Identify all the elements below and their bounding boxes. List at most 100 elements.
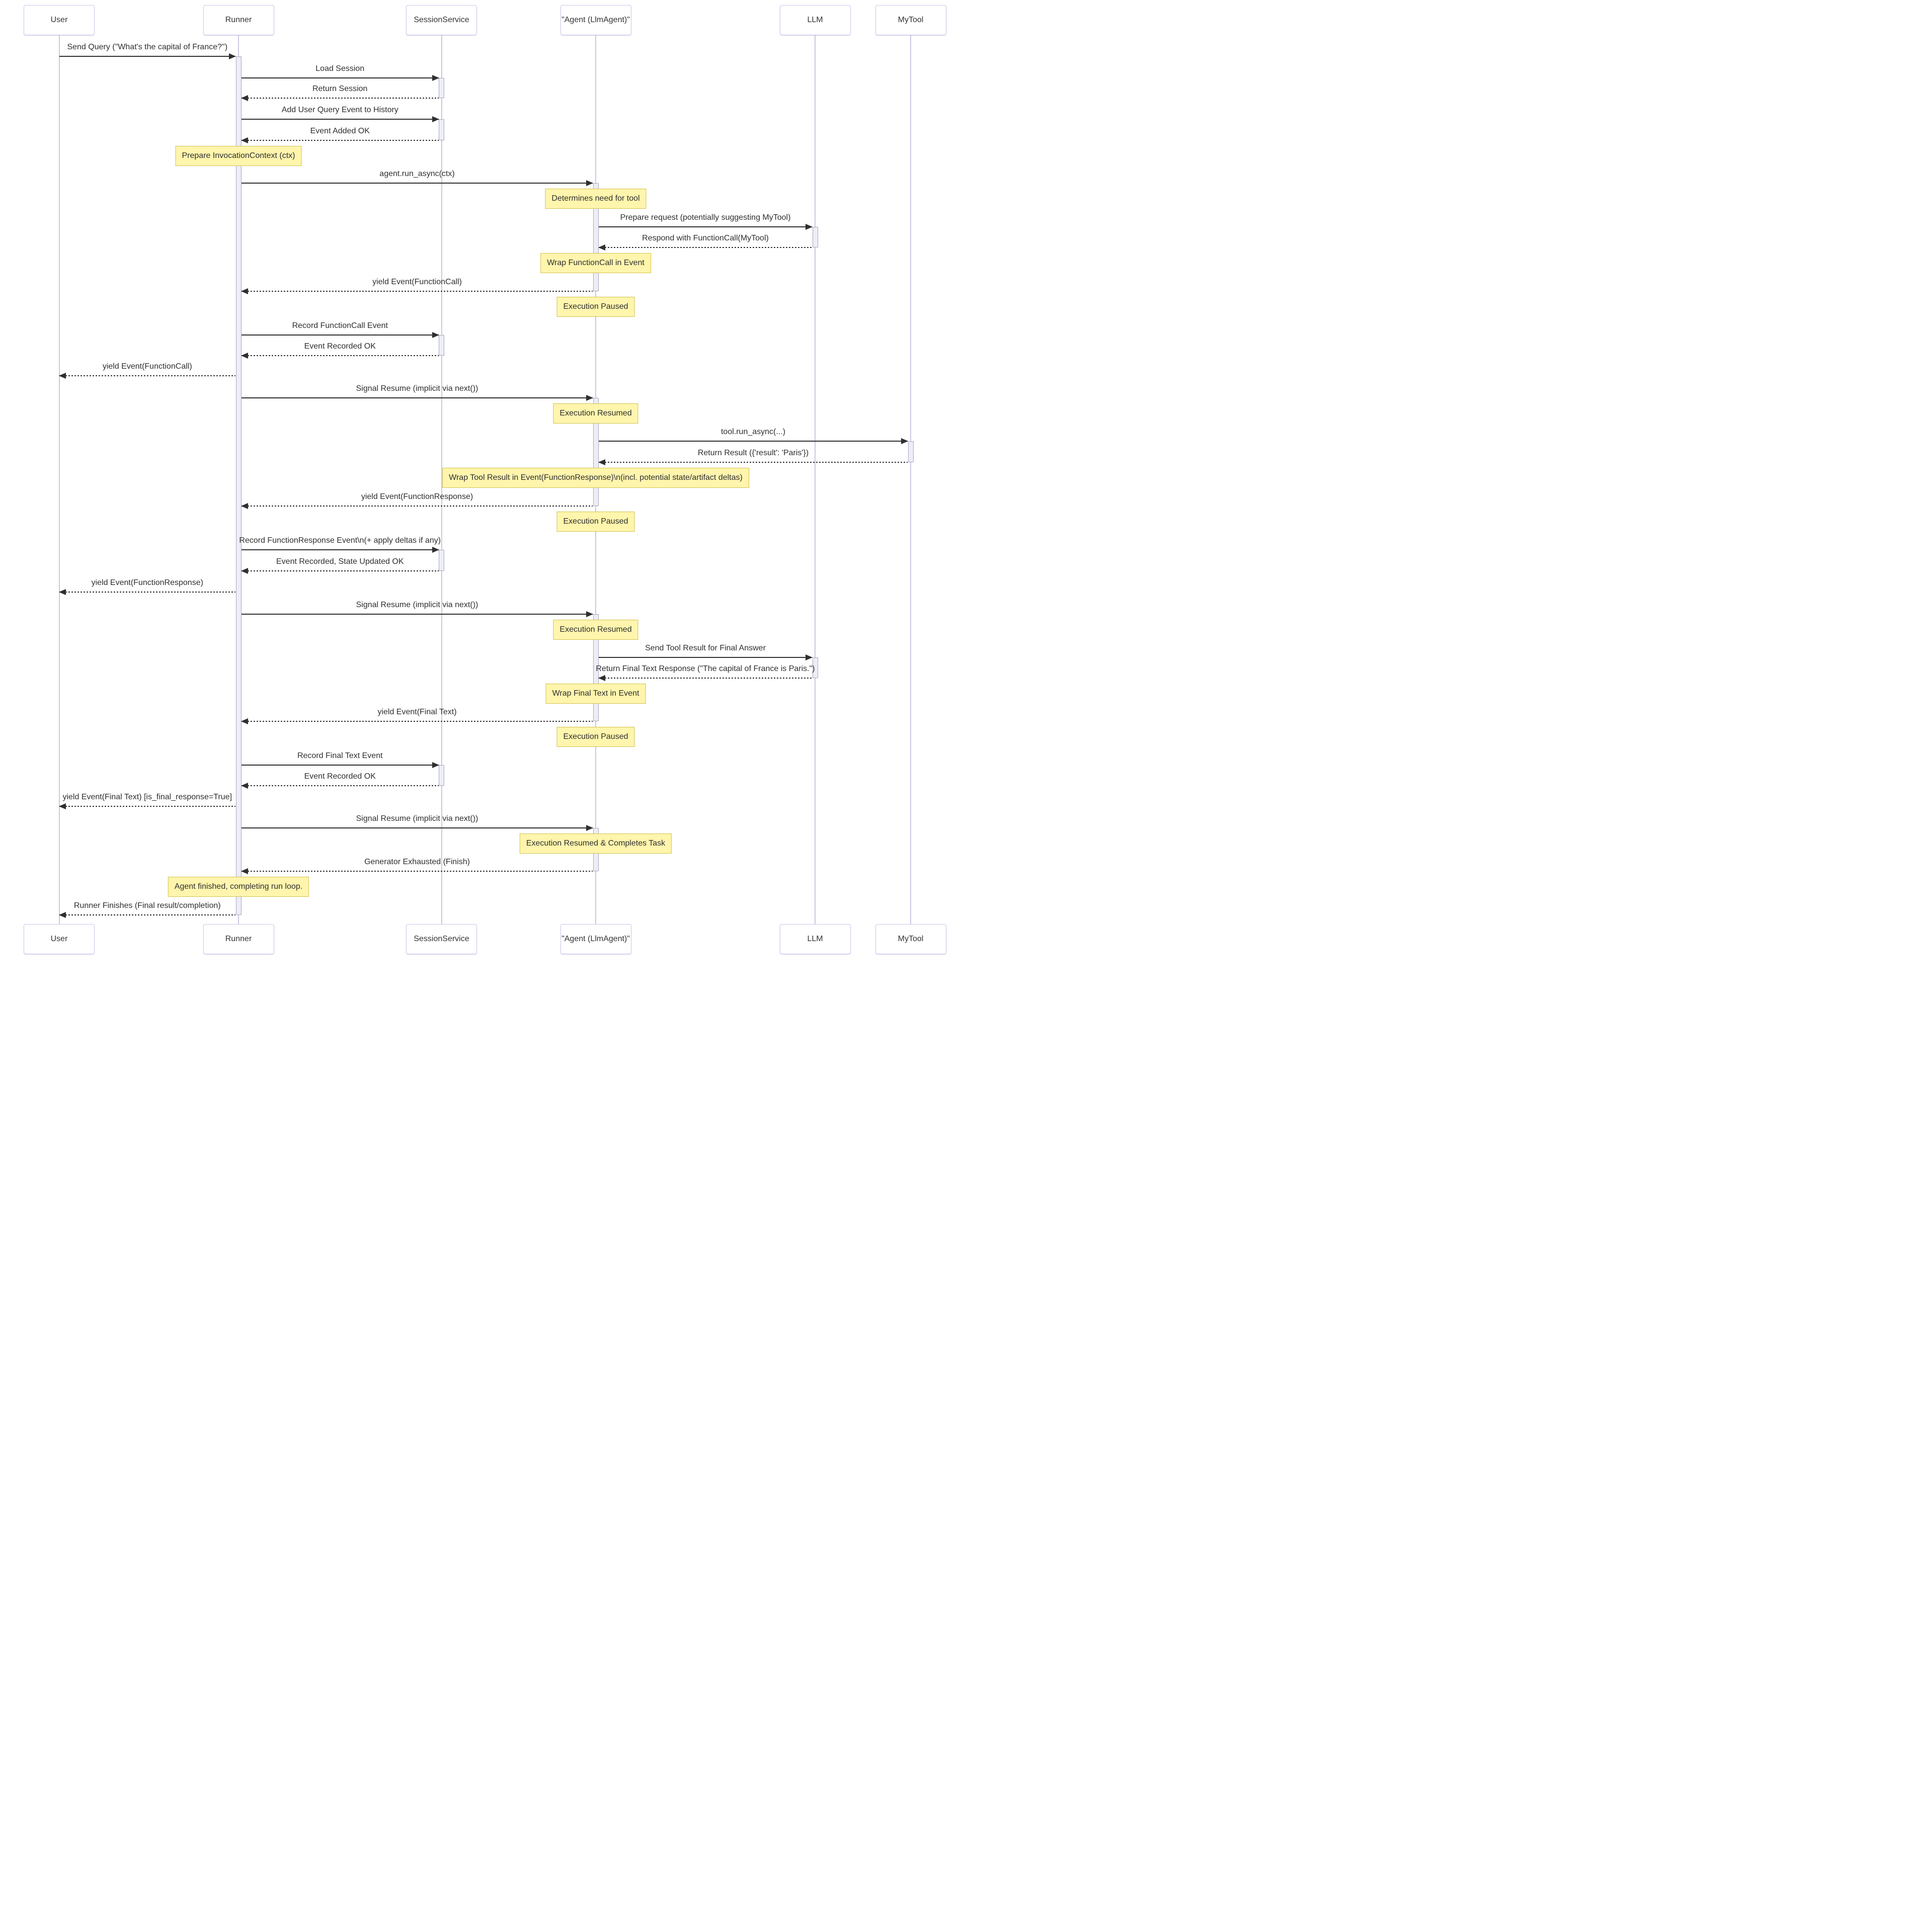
message-label: Respond with FunctionCall(MyTool) [642, 234, 769, 242]
message-arrowhead [241, 95, 248, 101]
participant-label: "Agent (LlmAgent)" [561, 935, 630, 943]
note: Wrap FunctionCall in Event [540, 253, 651, 273]
message-arrow [242, 870, 593, 872]
participant-label: "Agent (LlmAgent)" [561, 16, 630, 24]
message-label: yield Event(Final Text) [is_final_respon… [62, 793, 232, 801]
note: Execution Paused [556, 727, 635, 747]
message-label: Signal Resume (implicit via next()) [356, 601, 478, 609]
participant-label: MyTool [898, 935, 924, 943]
participant-top-box-mytool: MyTool [875, 5, 946, 35]
note: Execution Resumed & Completes Task [519, 833, 672, 854]
message-arrowhead [241, 568, 248, 574]
participant-top-box-runner: Runner [203, 5, 274, 35]
message-arrowhead [58, 373, 66, 379]
participant-bottom-box-llm: LLM [779, 924, 851, 954]
message-arrow [59, 914, 235, 915]
message-arrowhead [241, 352, 248, 359]
participant-label: SessionService [414, 16, 469, 24]
participant-top-box-agent: "Agent (LlmAgent)" [560, 5, 631, 35]
message-arrowhead [241, 503, 248, 509]
participant-label: User [50, 935, 68, 943]
activation-bar-llm [812, 657, 818, 678]
message-label: Event Recorded OK [304, 772, 376, 781]
message-label: Return Final Text Response ("The capital… [596, 664, 815, 673]
message-label: Signal Resume (implicit via next()) [356, 814, 478, 823]
message-arrowhead [586, 824, 593, 831]
participant-top-box-llm: LLM [779, 5, 851, 35]
participant-label: LLM [807, 16, 823, 24]
participant-bottom-box-agent: "Agent (LlmAgent)" [560, 924, 631, 954]
activation-bar-agent [593, 183, 599, 291]
sequence-diagram: User User Runner Runner SessionService Sessio… [0, 0, 966, 962]
lifeline-llm [815, 35, 816, 924]
participant-bottom-box-session: SessionService [406, 924, 477, 954]
message-arrowhead [432, 74, 439, 81]
message-arrow [242, 397, 593, 398]
message-arrowhead [598, 244, 605, 250]
message-arrowhead [58, 803, 66, 809]
note: Agent finished, completing run loop. [168, 876, 309, 897]
message-label: Send Tool Result for Final Answer [645, 643, 766, 652]
message-arrow [242, 549, 439, 550]
message-arrowhead [901, 438, 908, 444]
participant-label: Runner [225, 16, 252, 24]
activation-bar-mytool [908, 441, 914, 462]
message-arrow [242, 182, 593, 184]
participant-label: LLM [807, 935, 823, 943]
message-label: Event Recorded, State Updated OK [276, 557, 404, 566]
message-arrowhead [598, 675, 605, 681]
message-arrow [59, 806, 235, 807]
message-arrowhead [241, 782, 248, 789]
participant-bottom-box-user: User [24, 924, 95, 954]
message-label: Signal Resume (implicit via next()) [356, 384, 478, 393]
message-label: Return Session [312, 84, 368, 93]
message-label: yield Event(FunctionResponse) [91, 578, 203, 587]
participant-top-box-user: User [24, 5, 95, 35]
message-arrowhead [598, 459, 605, 465]
message-arrowhead [241, 868, 248, 874]
activation-bar-agent [593, 614, 599, 721]
note: Determines need for tool [545, 188, 647, 209]
message-arrowhead [241, 718, 248, 724]
message-arrow [242, 77, 439, 78]
note: Execution Resumed [553, 620, 638, 640]
activation-bar-session [439, 765, 444, 786]
participant-label: MyTool [898, 16, 924, 24]
message-arrow [242, 291, 593, 292]
message-arrowhead [806, 223, 813, 230]
note: Execution Paused [556, 297, 635, 317]
message-arrow [59, 55, 235, 57]
message-arrow [599, 226, 812, 227]
activation-bar-session [439, 77, 444, 98]
message-arrowhead [241, 137, 248, 143]
lifeline-user [58, 35, 60, 924]
message-label: Event Added OK [310, 127, 370, 135]
message-arrowhead [229, 53, 236, 59]
message-arrow [242, 570, 439, 571]
message-arrow [242, 97, 439, 99]
activation-bar-session [439, 119, 444, 140]
lifeline-mytool [910, 35, 911, 924]
message-label: Load Session [315, 64, 365, 73]
message-label: agent.run_async(ctx) [379, 169, 455, 178]
message-arrowhead [432, 762, 439, 768]
activation-bar-llm [812, 226, 818, 247]
message-arrowhead [241, 288, 248, 294]
message-arrowhead [586, 611, 593, 617]
message-arrowhead [432, 546, 439, 553]
note: Execution Resumed [553, 403, 638, 424]
activation-bar-runner [235, 56, 242, 915]
message-arrow [242, 355, 439, 356]
note: Execution Paused [556, 511, 635, 532]
participant-bottom-box-runner: Runner [203, 924, 274, 954]
note: Wrap Tool Result in Event(FunctionRespon… [442, 467, 749, 488]
message-arrow [242, 721, 593, 722]
message-label: Record FunctionCall Event [292, 321, 388, 330]
message-arrow [599, 656, 812, 658]
message-label: Add User Query Event to History [281, 105, 398, 114]
message-arrow [242, 334, 439, 336]
message-arrow [242, 118, 439, 120]
message-arrow [59, 375, 235, 376]
activation-bar-agent [593, 398, 599, 506]
message-arrow [242, 614, 593, 615]
